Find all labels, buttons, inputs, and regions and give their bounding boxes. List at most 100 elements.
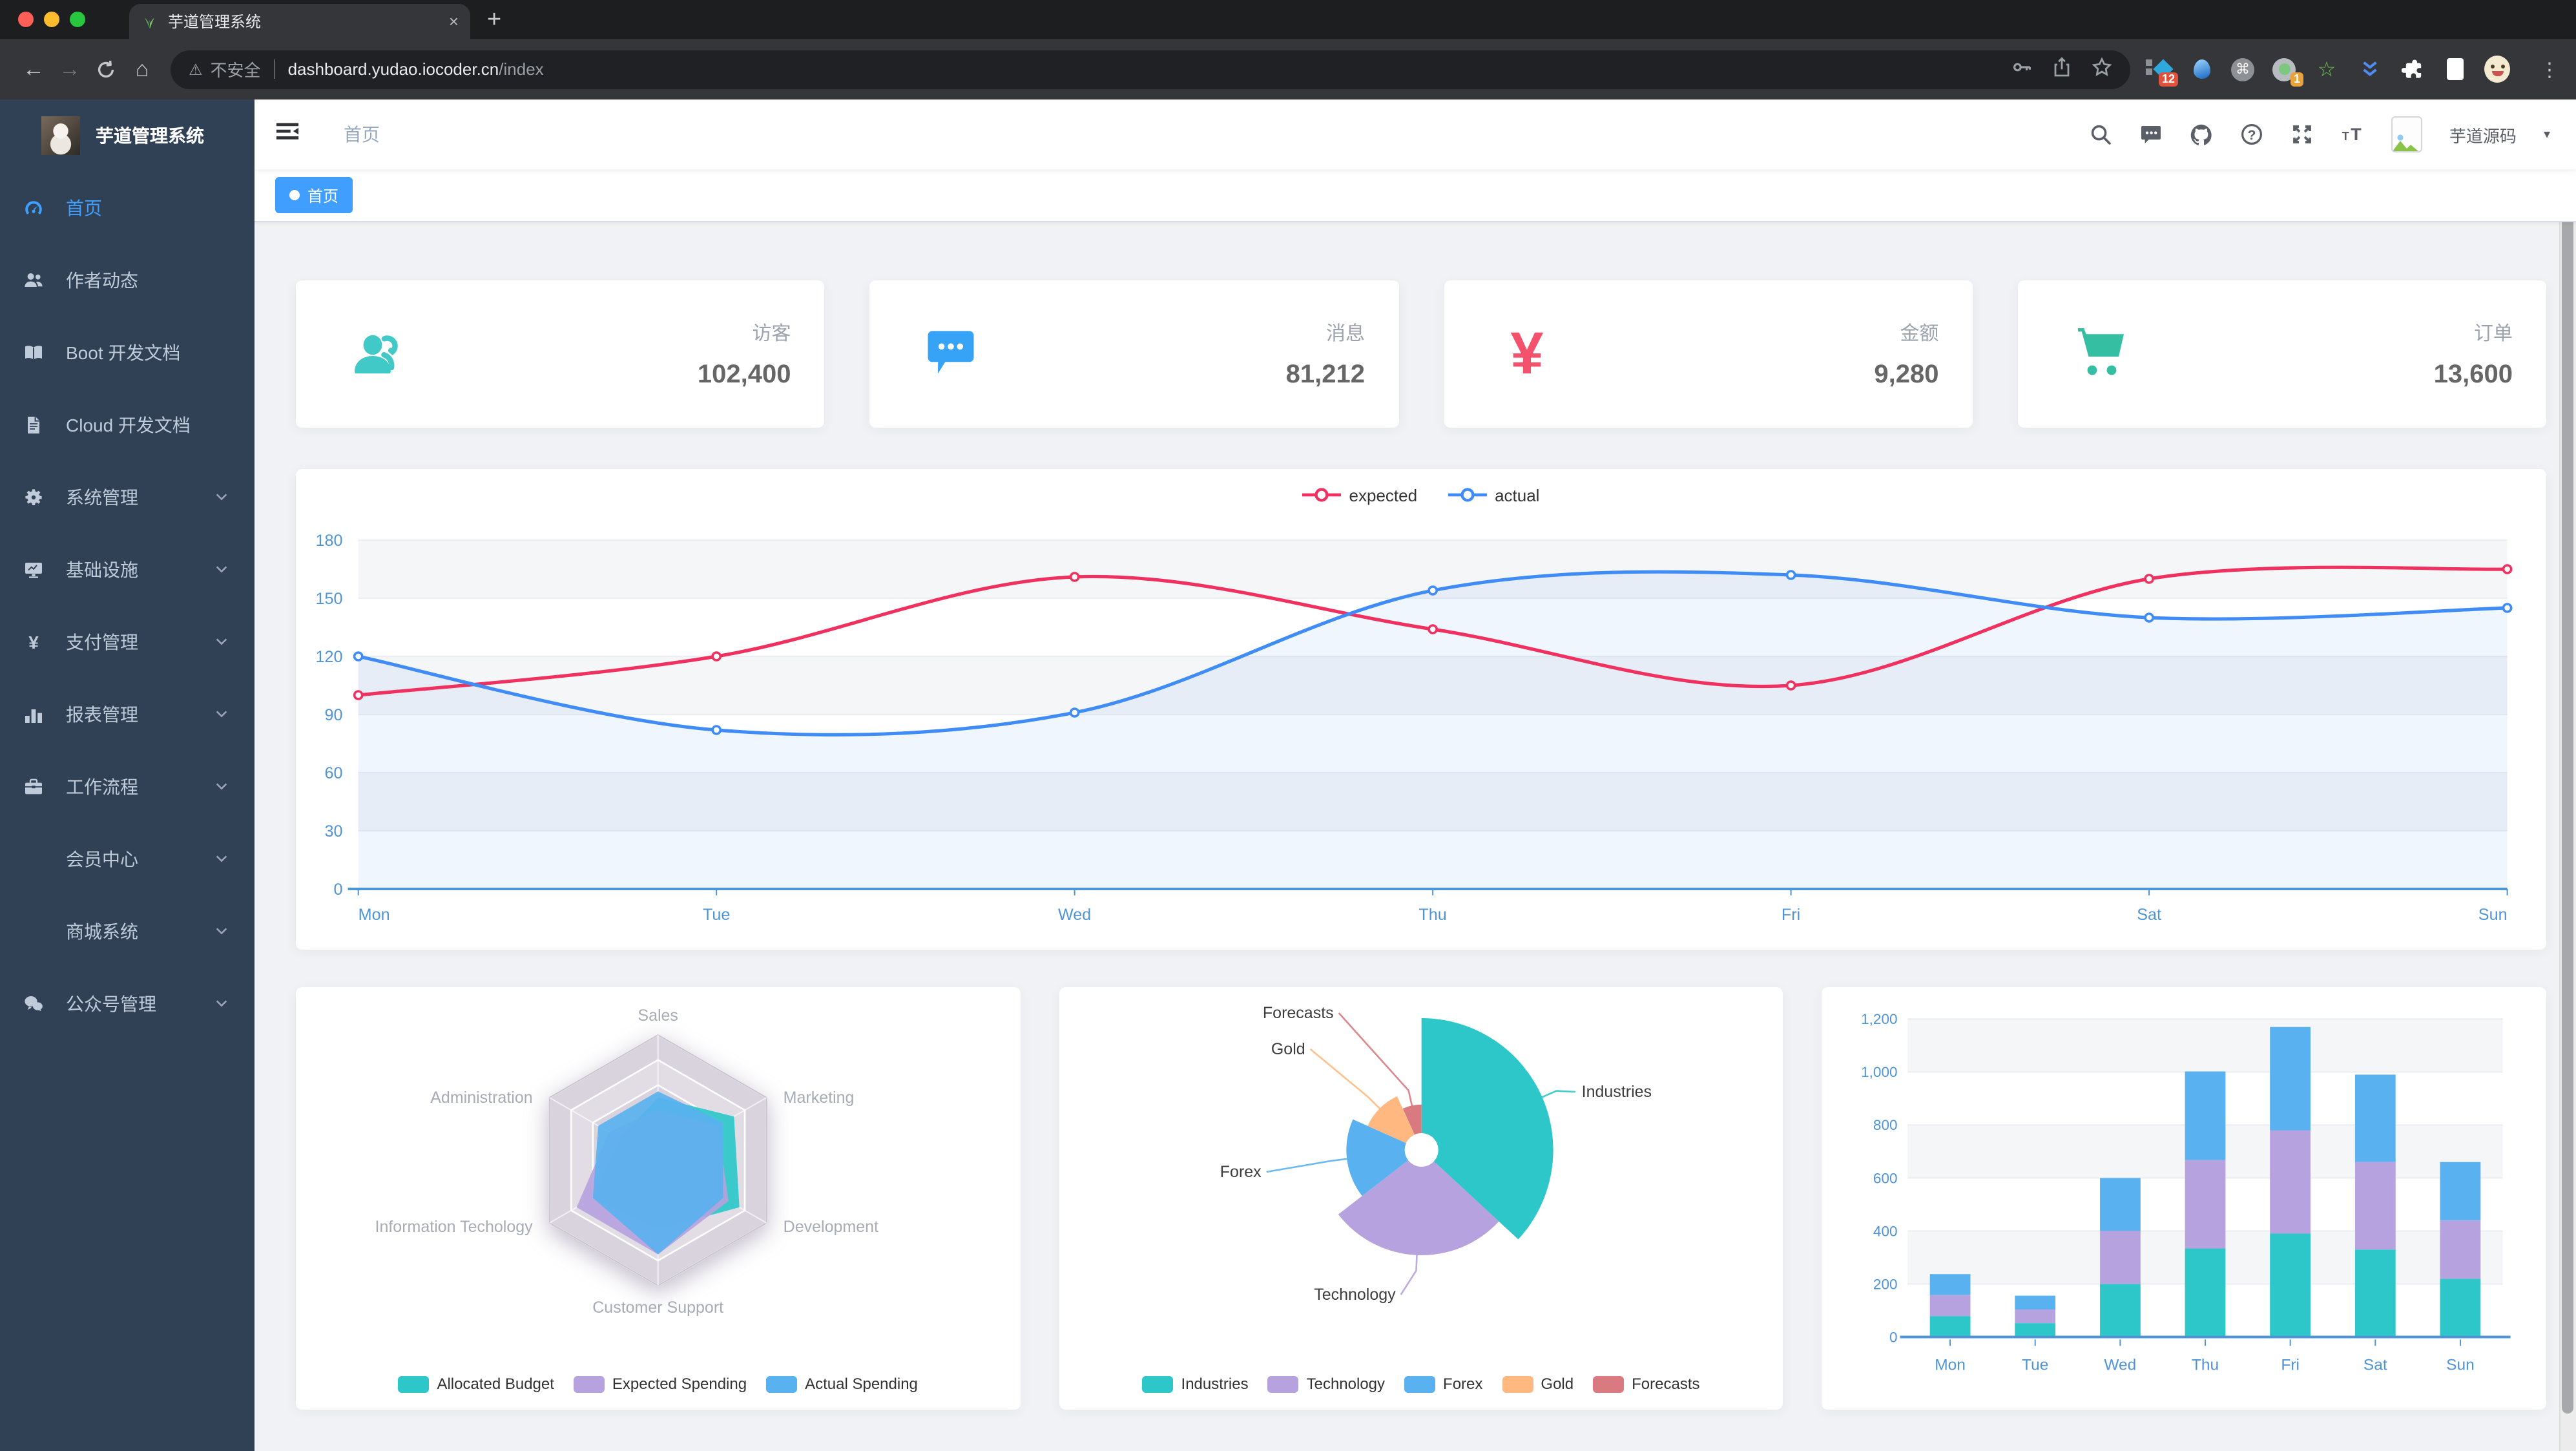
budget-radar-chart[interactable]: Sales Marketing Development Customer Suppor… bbox=[296, 997, 1020, 1336]
legend-item-1[interactable]: Allocated Budget bbox=[398, 1375, 554, 1393]
minimize-window-button[interactable] bbox=[44, 12, 59, 27]
gear-icon bbox=[23, 487, 44, 508]
legend-item-actual[interactable]: actual bbox=[1448, 485, 1539, 505]
chevron-down-icon[interactable] bbox=[214, 632, 229, 652]
chevron-down-icon[interactable] bbox=[214, 559, 229, 580]
browser-menu-icon[interactable]: ⋮ bbox=[2540, 59, 2560, 81]
ext-recorder-icon[interactable]: 1 bbox=[2271, 56, 2303, 86]
svg-text:600: 600 bbox=[1874, 1170, 1898, 1186]
weekly-line-chart[interactable]: 0 30 60 90 120 150 180 Mon Tue Wed Thu Fri Sat Sun bbox=[296, 512, 2546, 941]
message-icon[interactable] bbox=[2139, 123, 2163, 146]
stat-card-3[interactable]: ¥ 金额 9,280 bbox=[1444, 280, 1973, 428]
svg-text:¥: ¥ bbox=[1510, 320, 1542, 382]
github-icon[interactable] bbox=[2190, 123, 2213, 146]
tab-close-icon[interactable]: × bbox=[448, 12, 459, 31]
legend-item-2[interactable]: Expected Spending bbox=[573, 1375, 747, 1393]
ext-command-icon[interactable]: ⌘ bbox=[2231, 57, 2254, 81]
line-chart-legend: expected actual bbox=[296, 478, 2546, 512]
security-label[interactable]: 不安全 bbox=[210, 61, 261, 80]
bookmark-star-icon[interactable] bbox=[2092, 57, 2112, 81]
chevron-down-icon[interactable] bbox=[214, 777, 229, 797]
ext-tag-manager-icon[interactable]: 12 bbox=[2146, 56, 2178, 86]
svg-text:?: ? bbox=[2247, 128, 2256, 143]
back-button[interactable]: ← bbox=[23, 56, 45, 81]
svg-text:1,200: 1,200 bbox=[1862, 1011, 1898, 1027]
password-key-icon[interactable] bbox=[2011, 57, 2032, 81]
sidebar-item-label: Cloud 开发文档 bbox=[66, 415, 191, 435]
legend-item-Technology[interactable]: Technology bbox=[1267, 1375, 1385, 1393]
svg-text:Wed: Wed bbox=[1058, 906, 1091, 924]
chevron-down-icon[interactable] bbox=[214, 849, 229, 870]
chevron-down-icon[interactable] bbox=[214, 487, 229, 508]
legend-item-Forecasts[interactable]: Forecasts bbox=[1593, 1375, 1700, 1393]
sidebar-item-12[interactable]: 公众号管理 bbox=[0, 968, 254, 1040]
sidebar-item-7[interactable]: ¥ 支付管理 bbox=[0, 606, 254, 678]
sidebar-item-1[interactable]: 首页 bbox=[0, 172, 254, 244]
message-icon bbox=[922, 321, 981, 387]
chevron-down-icon[interactable] bbox=[214, 704, 229, 725]
sidebar-item-2[interactable]: 作者动态 bbox=[0, 244, 254, 317]
sidebar-item-9[interactable]: 工作流程 bbox=[0, 751, 254, 823]
svg-text:Thu: Thu bbox=[1418, 906, 1446, 924]
book-icon bbox=[23, 342, 44, 363]
breadcrumb[interactable]: 首页 bbox=[344, 124, 380, 145]
svg-text:150: 150 bbox=[316, 590, 343, 608]
yen-icon: ¥ bbox=[23, 632, 44, 652]
close-window-button[interactable] bbox=[18, 12, 34, 27]
home-button[interactable]: ⌂ bbox=[135, 56, 149, 81]
tag-home[interactable]: 首页 bbox=[275, 177, 353, 213]
ext-star-icon[interactable]: ☆ bbox=[2317, 59, 2336, 81]
browser-tab[interactable]: 芋道管理系统 × bbox=[129, 4, 470, 39]
url-host: dashboard.yudao.iocoder.cn bbox=[287, 59, 499, 79]
chevron-down-icon[interactable] bbox=[214, 994, 229, 1014]
legend-item-expected[interactable]: expected bbox=[1302, 485, 1417, 505]
ext-white-panel-icon[interactable] bbox=[2442, 56, 2467, 82]
user-avatar[interactable] bbox=[2391, 116, 2422, 152]
share-icon[interactable] bbox=[2051, 57, 2072, 81]
svg-text:T: T bbox=[2351, 125, 2362, 144]
browser-profile-avatar[interactable] bbox=[2484, 56, 2510, 83]
legend-item-3[interactable]: Actual Spending bbox=[766, 1375, 918, 1393]
scrollbar-thumb[interactable] bbox=[2562, 102, 2573, 1414]
legend-item-Gold[interactable]: Gold bbox=[1502, 1375, 1574, 1393]
sidebar-item-4[interactable]: Cloud 开发文档 bbox=[0, 389, 254, 461]
legend-item-Industries[interactable]: Industries bbox=[1142, 1375, 1249, 1393]
page-scrollbar[interactable] bbox=[2559, 99, 2576, 1451]
search-icon[interactable] bbox=[2089, 123, 2112, 146]
puzzle-extensions-icon[interactable] bbox=[2399, 56, 2425, 82]
sidebar-item-6[interactable]: 基础设施 bbox=[0, 534, 254, 606]
ext-chevrons-icon[interactable] bbox=[2356, 56, 2382, 82]
ext-balloon-icon[interactable] bbox=[2188, 56, 2214, 82]
sidebar-item-10[interactable]: 会员中心 bbox=[0, 823, 254, 895]
maximize-window-button[interactable] bbox=[70, 12, 85, 27]
reload-button[interactable] bbox=[88, 56, 124, 82]
question-icon[interactable]: ? bbox=[2240, 123, 2263, 146]
stat-value: 9,280 bbox=[1874, 360, 1939, 388]
forward-button[interactable]: → bbox=[59, 56, 81, 81]
stat-card-2[interactable]: 消息 81,212 bbox=[869, 280, 1398, 428]
chevron-down-icon[interactable] bbox=[214, 921, 229, 942]
sidebar-logo[interactable]: 芋道管理系统 bbox=[0, 99, 254, 172]
svg-text:0: 0 bbox=[1890, 1329, 1898, 1345]
address-bar[interactable]: ⚠ 不安全 dashboard.yudao.iocoder.cn /index bbox=[171, 50, 2130, 89]
stat-value: 13,600 bbox=[2433, 360, 2513, 388]
username[interactable]: 芋道源码 bbox=[2449, 126, 2517, 145]
stat-card-1[interactable]: 访客 102,400 bbox=[296, 280, 825, 428]
svg-text:90: 90 bbox=[324, 706, 342, 724]
sidebar-item-5[interactable]: 系统管理 bbox=[0, 461, 254, 534]
weekly-bar-chart[interactable]: 0 200 400 600 800 1,000 1,200 Mon Tue Wed Thu Fri Sa… bbox=[1822, 997, 2546, 1385]
stat-card-4[interactable]: 订单 13,600 bbox=[2017, 280, 2546, 428]
user-caret-down-icon[interactable]: ▾ bbox=[2543, 127, 2550, 141]
macos-traffic-lights[interactable] bbox=[0, 12, 101, 39]
sidebar-item-11[interactable]: 商城系统 bbox=[0, 895, 254, 968]
fullscreen-icon[interactable] bbox=[2290, 123, 2314, 146]
sidebar-item-3[interactable]: Boot 开发文档 bbox=[0, 317, 254, 389]
legend-item-Forex[interactable]: Forex bbox=[1404, 1375, 1482, 1393]
svg-text:T: T bbox=[2342, 130, 2349, 143]
svg-text:Tue: Tue bbox=[703, 906, 730, 924]
sidebar-item-8[interactable]: 报表管理 bbox=[0, 678, 254, 751]
new-tab-button[interactable]: + bbox=[487, 6, 502, 34]
hamburger-collapse-icon[interactable] bbox=[254, 119, 320, 150]
share-pie-chart[interactable]: Industries Technology Forex Gold Forecasts bbox=[1059, 997, 1783, 1336]
